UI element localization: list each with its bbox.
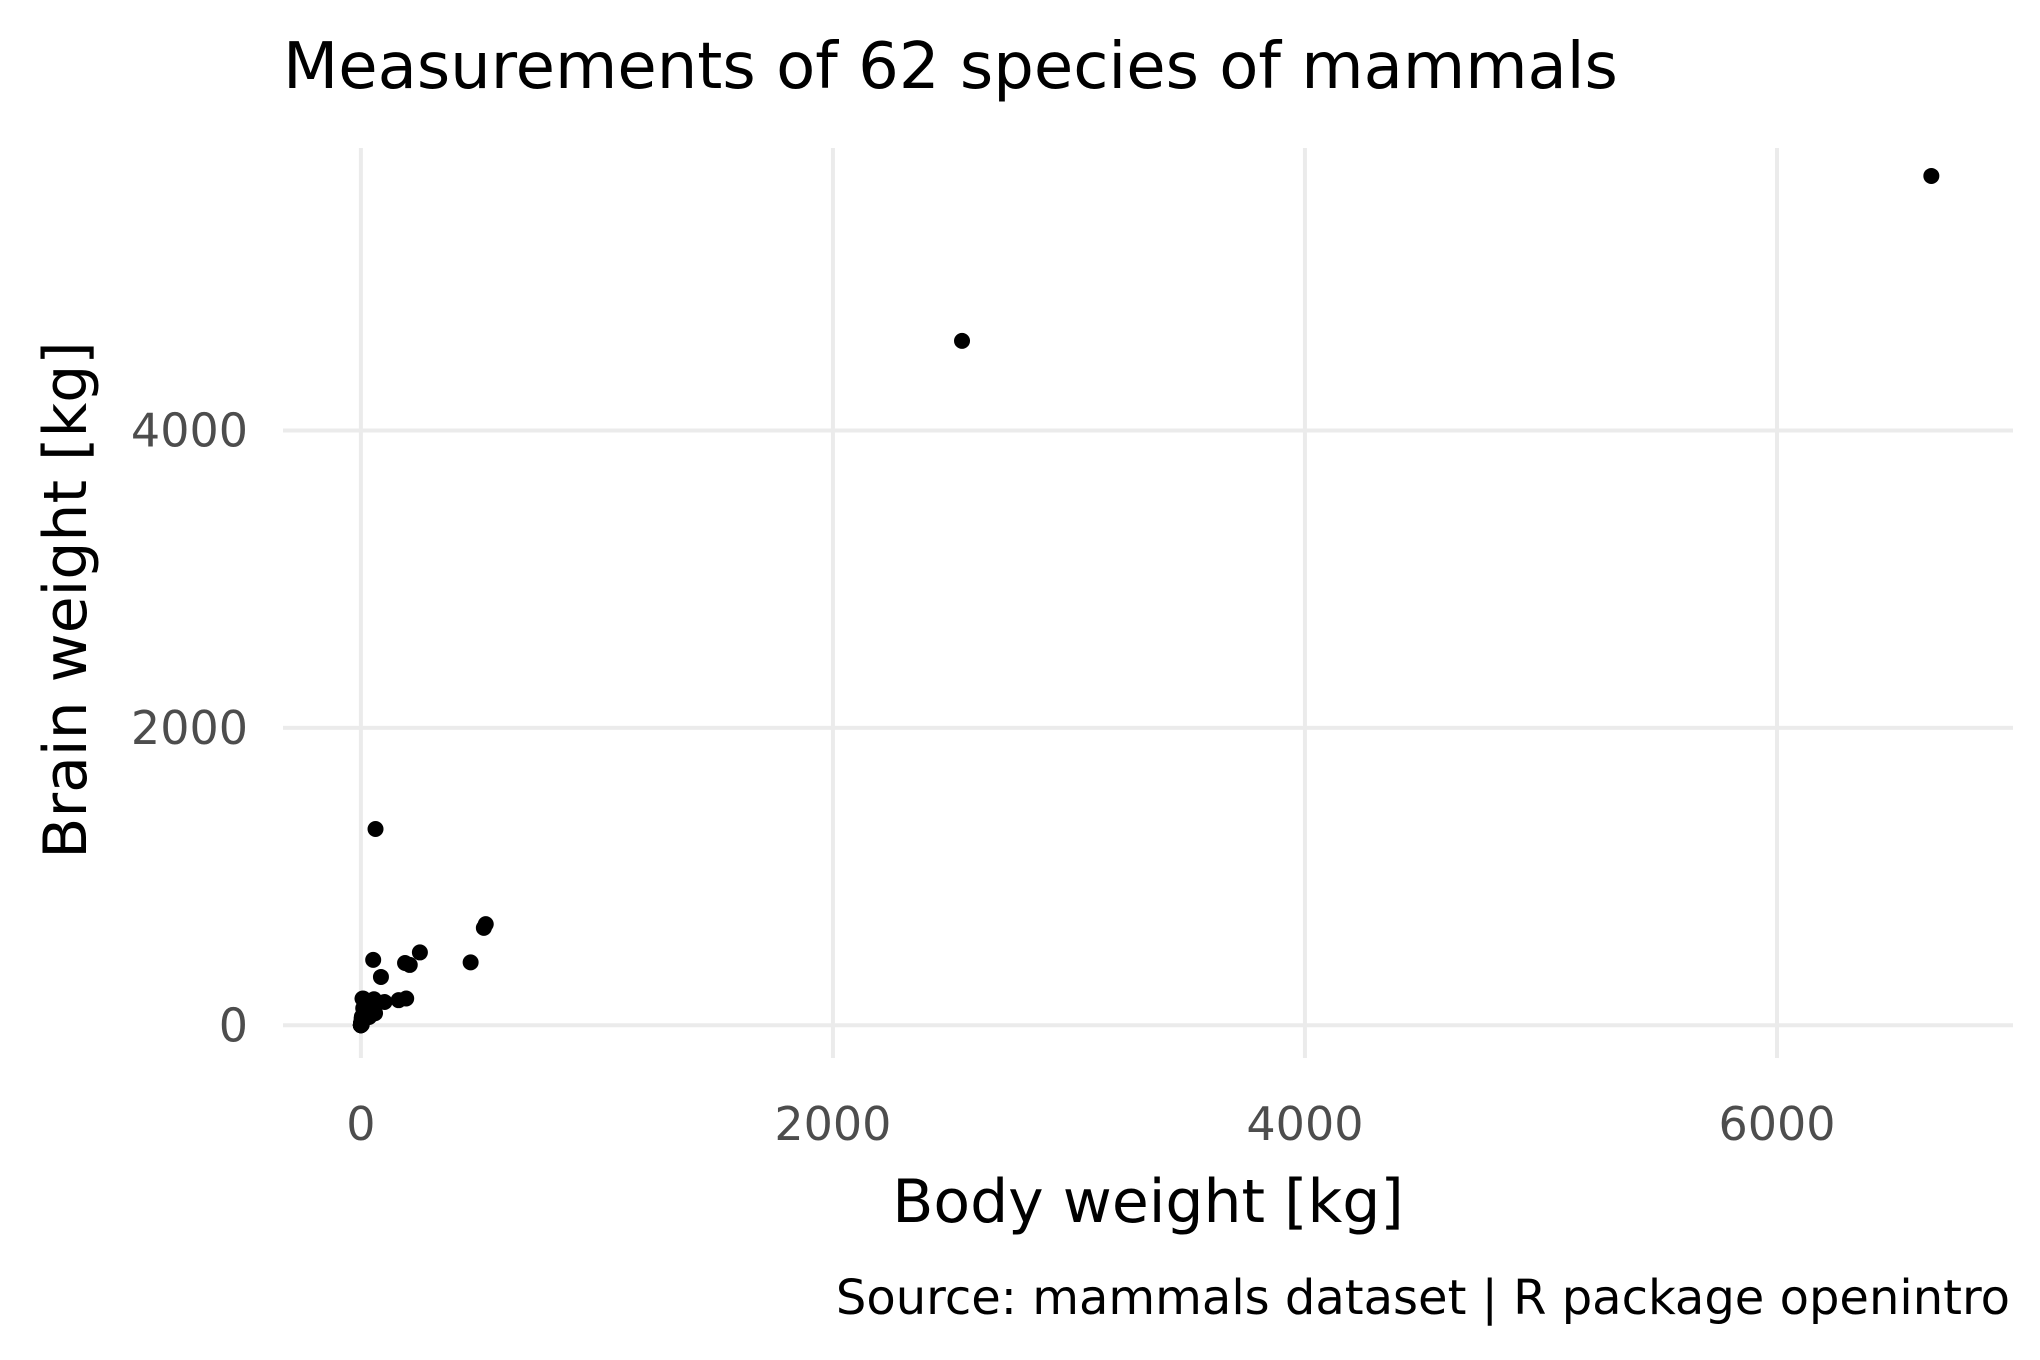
scatter-point [1923, 167, 1940, 184]
scatter-point [398, 990, 415, 1007]
scatter-point [353, 1014, 370, 1031]
x-tick-label: 2000 [774, 1097, 891, 1151]
chart-title: Measurements of 62 species of mammals [283, 30, 1618, 104]
x-tick-label: 6000 [1718, 1097, 1835, 1151]
scatter-point [954, 332, 971, 349]
scatter-point [365, 991, 382, 1008]
scatter-point [354, 990, 371, 1007]
scatter-point [475, 919, 492, 936]
scatter-point [401, 956, 418, 973]
chart-caption: Source: mammals dataset | R package open… [836, 1270, 2010, 1326]
y-tick-label: 0 [219, 998, 248, 1052]
scatter-point [367, 821, 384, 838]
x-axis-title: Body weight [kg] [892, 1167, 1404, 1237]
scatter-point [462, 954, 479, 971]
grid-lines [283, 148, 2013, 1058]
y-tick-label: 4000 [131, 404, 248, 458]
scatter-point [372, 968, 389, 985]
tick-labels: 0 2000 4000 6000 0 2000 4000 [131, 404, 1836, 1151]
y-tick-label: 2000 [131, 701, 248, 755]
scatter-point [411, 944, 428, 961]
x-tick-label: 4000 [1246, 1097, 1363, 1151]
x-tick-label: 0 [346, 1097, 375, 1151]
scatter-point [365, 951, 382, 968]
y-axis-title: Brain weight [kg] [31, 341, 101, 858]
data-points [352, 167, 1940, 1034]
